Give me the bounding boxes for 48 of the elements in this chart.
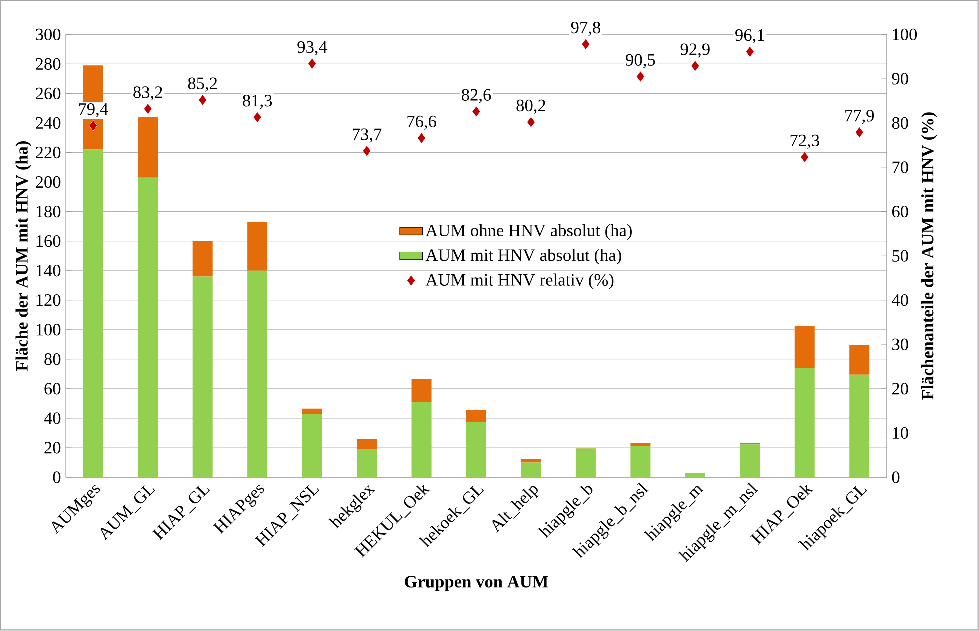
data-label: 96,1 bbox=[736, 30, 764, 44]
y-tick-label: 100 bbox=[36, 324, 61, 336]
data-label: 73,7 bbox=[353, 128, 382, 143]
data-label: 97,8 bbox=[571, 22, 600, 36]
data-label: 76,6 bbox=[408, 116, 436, 130]
y2-tick-label: 0 bbox=[892, 472, 900, 484]
y-tick-label: 180 bbox=[36, 206, 61, 218]
x-axis-title: Gruppen von AUM bbox=[405, 576, 548, 592]
y-tick-label: 40 bbox=[44, 412, 61, 424]
y-tick-label: 220 bbox=[36, 146, 61, 159]
legend-label: AUM ohne HNV absolut (ha) bbox=[426, 224, 632, 240]
y-tick-label: 280 bbox=[36, 58, 61, 70]
y-tick-label: 80 bbox=[44, 354, 61, 366]
y2-tick-label: 100 bbox=[893, 28, 918, 41]
y2-tick-label: 50 bbox=[892, 250, 908, 262]
y2-tick-label: 70 bbox=[892, 162, 908, 174]
data-label: 85,2 bbox=[188, 78, 218, 92]
y2-tick-label: 90 bbox=[892, 73, 908, 85]
data-label: 79,4 bbox=[79, 104, 108, 118]
y-tick-label: 160 bbox=[36, 236, 61, 248]
data-label: 80,2 bbox=[516, 100, 546, 114]
y-tick-label: 120 bbox=[36, 294, 61, 306]
data-label: 77,9 bbox=[846, 110, 874, 124]
y2-axis-title: Flächenanteile der AUM mit HNV (%) bbox=[922, 112, 938, 400]
y2-tick-label: 30 bbox=[892, 338, 908, 351]
y-axis-title: Fläche der AUM mit HNV (ha) bbox=[16, 142, 32, 372]
y2-tick-label: 60 bbox=[892, 206, 908, 218]
y-tick-label: 200 bbox=[36, 176, 61, 188]
y-tick-label: 260 bbox=[36, 88, 61, 100]
y2-tick-label: 80 bbox=[892, 117, 908, 130]
y-tick-label: 0 bbox=[53, 472, 61, 484]
y-tick-label: 60 bbox=[44, 383, 61, 395]
y-tick-label: 20 bbox=[44, 442, 61, 454]
data-label: 83,2 bbox=[134, 86, 162, 101]
legend-label: AUM mit HNV relativ (%) bbox=[426, 274, 614, 290]
y-tick-label: 240 bbox=[36, 117, 61, 130]
data-label: 90,5 bbox=[626, 54, 656, 69]
data-label: 81,3 bbox=[243, 95, 272, 110]
data-label: 93,4 bbox=[298, 42, 328, 56]
legend-label: AUM mit HNV absolut (ha) bbox=[426, 249, 622, 265]
y2-tick-label: 20 bbox=[892, 383, 908, 395]
y-tick-label: 140 bbox=[36, 265, 61, 277]
y2-tick-label: 40 bbox=[892, 294, 908, 306]
data-label: 92,9 bbox=[680, 44, 710, 58]
y-tick-label: 300 bbox=[36, 28, 61, 41]
data-label: 72,3 bbox=[790, 134, 820, 150]
data-label: 82,6 bbox=[462, 89, 492, 104]
y2-tick-label: 10 bbox=[893, 427, 908, 440]
